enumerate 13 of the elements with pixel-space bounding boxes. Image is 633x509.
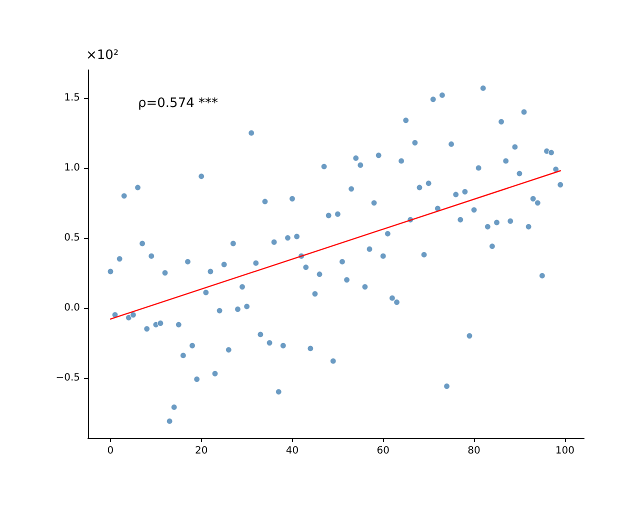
x-tick-label: 60 bbox=[376, 446, 390, 456]
annotation: ρ=0.574 *** bbox=[138, 96, 218, 111]
x-tick-label: 40 bbox=[286, 446, 299, 456]
x-tick-label: 100 bbox=[555, 446, 574, 456]
y-tick-label: 1.5 bbox=[64, 92, 80, 104]
x-tick-label: 20 bbox=[195, 446, 208, 456]
y-tick-label: −0.5 bbox=[56, 372, 80, 384]
x-tick-label: 80 bbox=[468, 446, 480, 456]
y-tick-label: 0.5 bbox=[64, 232, 80, 244]
x-tick-label: 0 bbox=[107, 446, 114, 456]
y-tick-label: 0.0 bbox=[64, 302, 80, 314]
y-axis-title: ×10² bbox=[86, 48, 119, 63]
y-tick-label: 1.0 bbox=[64, 162, 80, 174]
